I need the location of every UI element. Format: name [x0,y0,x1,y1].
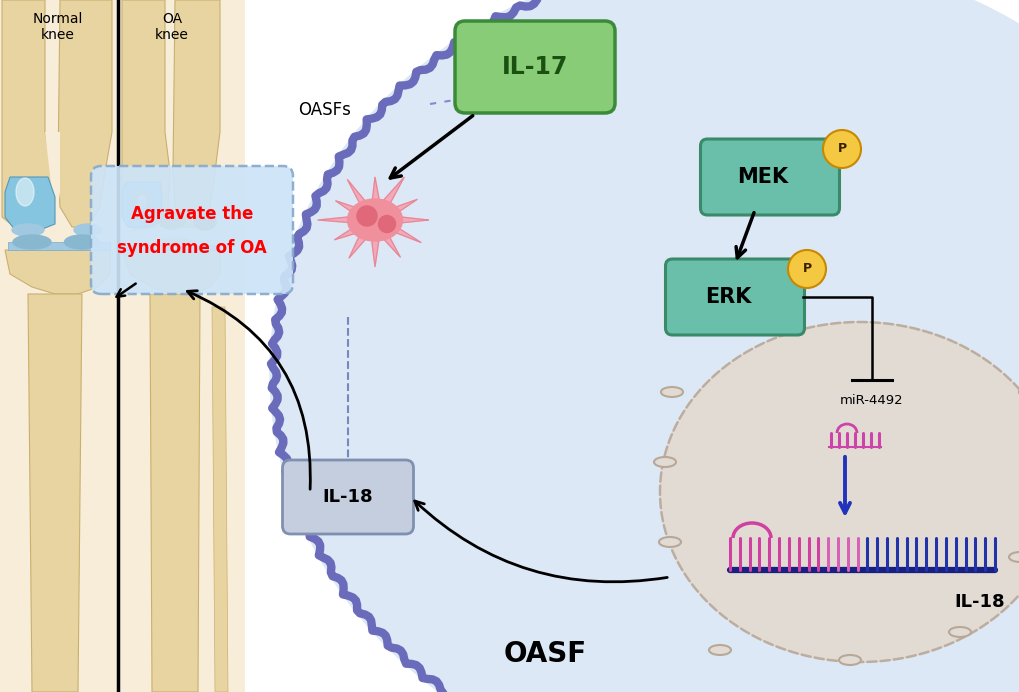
Ellipse shape [708,645,731,655]
Ellipse shape [660,387,683,397]
Circle shape [822,130,860,168]
Text: IL-18: IL-18 [954,593,1005,611]
Circle shape [357,206,377,226]
Text: IL-18: IL-18 [322,488,373,506]
Text: OA
knee: OA knee [155,12,189,42]
FancyBboxPatch shape [700,139,839,215]
Ellipse shape [194,214,216,230]
Bar [124,245,220,250]
Polygon shape [45,132,60,207]
Polygon shape [5,177,55,230]
Bar [8,242,110,250]
Polygon shape [212,307,228,692]
Text: P: P [802,262,811,275]
Text: OASF: OASF [503,640,586,668]
Polygon shape [28,294,82,692]
Polygon shape [122,0,170,230]
Circle shape [378,215,395,233]
Text: P: P [837,143,846,156]
Polygon shape [58,0,112,227]
Ellipse shape [131,190,152,215]
Ellipse shape [347,199,403,241]
Text: Agravate the: Agravate the [130,205,253,223]
Text: MEK: MEK [737,167,788,187]
Ellipse shape [16,178,34,206]
Polygon shape [122,250,220,294]
Ellipse shape [12,224,44,236]
Ellipse shape [653,457,676,467]
FancyBboxPatch shape [282,460,413,534]
FancyBboxPatch shape [664,259,804,335]
Ellipse shape [270,0,1019,692]
Text: OASFs: OASFs [299,101,352,119]
Text: ERK: ERK [704,287,750,307]
Circle shape [788,250,825,288]
Ellipse shape [13,235,51,249]
Polygon shape [150,294,200,692]
Ellipse shape [659,322,1019,662]
FancyBboxPatch shape [454,21,614,113]
Ellipse shape [158,211,185,229]
Ellipse shape [74,224,102,236]
Polygon shape [5,250,110,294]
Polygon shape [318,177,428,266]
Polygon shape [122,182,162,227]
Ellipse shape [138,196,146,208]
FancyBboxPatch shape [91,166,292,294]
Ellipse shape [658,537,681,547]
Text: miR-4492: miR-4492 [840,394,903,407]
Ellipse shape [64,235,100,249]
Ellipse shape [155,238,195,250]
Ellipse shape [1008,552,1019,562]
Ellipse shape [839,655,860,665]
Polygon shape [173,0,220,227]
Text: IL-17: IL-17 [501,55,568,79]
Text: Normal
knee: Normal knee [33,12,84,42]
Ellipse shape [948,627,970,637]
Polygon shape [2,0,52,230]
Bar [0,0,245,692]
Text: syndrome of OA: syndrome of OA [117,239,267,257]
